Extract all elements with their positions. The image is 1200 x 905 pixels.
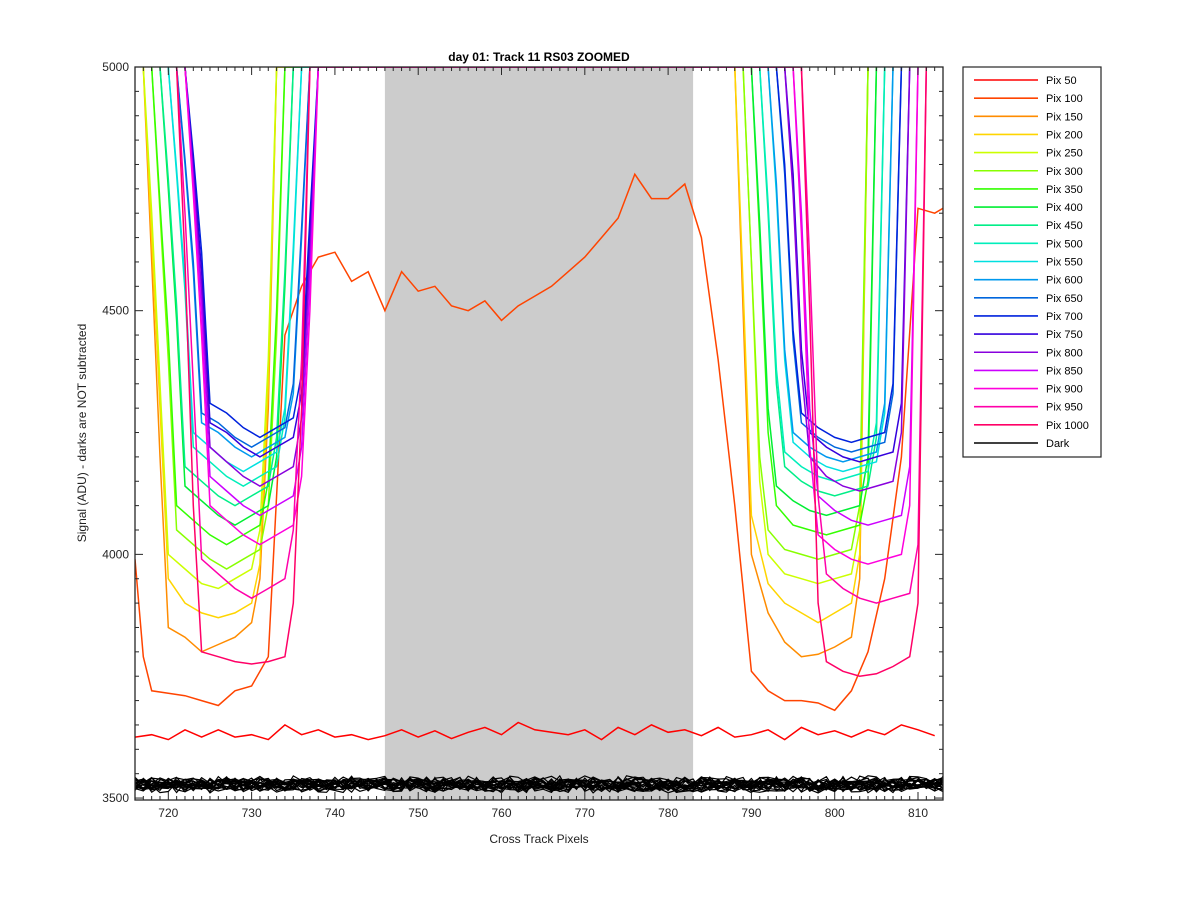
x-tick-label: 770 — [575, 806, 595, 820]
series-line-pix-150 — [142, 67, 869, 658]
legend-label: Pix 50 — [1046, 75, 1077, 87]
x-tick-label: 760 — [491, 806, 511, 820]
series-line-pix-100 — [135, 172, 943, 712]
dark-series-line — [135, 775, 943, 794]
x-axis-label: Cross Track Pixels — [489, 832, 588, 846]
y-tick-label: 4000 — [102, 547, 129, 561]
legend-label: Pix 400 — [1046, 202, 1083, 214]
legend-label: Pix 950 — [1046, 402, 1083, 414]
dark-series-line — [135, 775, 943, 793]
legend-label: Pix 650 — [1046, 293, 1083, 305]
axes-box — [134, 66, 944, 801]
series-line-pix-850 — [184, 67, 919, 526]
y-tick-label: 3500 — [102, 791, 129, 805]
x-tick-label: 750 — [408, 806, 428, 820]
legend-label: Pix 450 — [1046, 220, 1083, 232]
y-axis-label: Signal (ADU) - darks are NOT subtracted — [75, 324, 89, 543]
legend-label: Pix 100 — [1046, 93, 1083, 105]
series-line-pix-800 — [184, 67, 911, 492]
series-line-pix-950 — [175, 67, 928, 604]
legend-label: Pix 150 — [1046, 111, 1083, 123]
legend-label: Pix 250 — [1046, 148, 1083, 160]
series-line-pix-450 — [159, 67, 886, 507]
y-tick-label: 4500 — [102, 304, 129, 318]
series-line-pix-300 — [150, 67, 869, 570]
series-line-pix-750 — [184, 67, 911, 463]
series-line-pix-250 — [142, 67, 869, 590]
legend-label: Pix 1000 — [1046, 420, 1089, 432]
dark-series-line — [135, 775, 943, 794]
series-line-pix-550 — [167, 67, 894, 473]
shaded-region — [384, 67, 694, 800]
legend-label: Pix 500 — [1046, 238, 1083, 250]
legend-label: Dark — [1046, 438, 1070, 450]
legend-label: Pix 800 — [1046, 347, 1083, 359]
x-tick-label: 720 — [158, 806, 178, 820]
chart-title: day 01: Track 11 RS03 ZOOMED — [448, 50, 630, 64]
series-group — [135, 67, 943, 794]
series-line-pix-650 — [175, 67, 903, 453]
series-line-pix-400 — [159, 67, 878, 526]
x-tick-label: 800 — [825, 806, 845, 820]
legend: Pix 50 Pix 100 Pix 150 Pix 200 Pix 250 Pix 30… — [962, 66, 1102, 458]
y-tick-label: 5000 — [102, 60, 129, 74]
legend-label: Pix 600 — [1046, 275, 1083, 287]
legend-label: Pix 900 — [1046, 384, 1083, 396]
legend-label: Pix 300 — [1046, 166, 1083, 178]
series-line-pix-50 — [135, 721, 935, 741]
legend-label: Pix 850 — [1046, 365, 1083, 377]
series-line-pix-500 — [167, 67, 886, 487]
x-tick-label: 730 — [242, 806, 262, 820]
series-line-pix-200 — [142, 67, 869, 624]
legend-label: Pix 750 — [1046, 329, 1083, 341]
x-tick-label: 790 — [741, 806, 761, 820]
plot-area: 720 730 740 750 760 770 780 790 800 810 3500 4000 45… — [102, 60, 944, 820]
legend-label: Pix 350 — [1046, 184, 1083, 196]
series-line-pix-700 — [184, 67, 903, 444]
x-tick-label: 740 — [325, 806, 345, 820]
series-line-pix-900 — [184, 67, 919, 565]
x-tick-label: 810 — [908, 806, 928, 820]
series-line-pix-350 — [150, 67, 878, 546]
legend-label: Pix 700 — [1046, 311, 1083, 323]
series-line-pix-600 — [175, 67, 894, 463]
legend-label: Pix 550 — [1046, 257, 1083, 269]
series-line-pix-1000 — [175, 67, 928, 677]
legend-label: Pix 200 — [1046, 129, 1083, 141]
x-tick-label: 780 — [658, 806, 678, 820]
